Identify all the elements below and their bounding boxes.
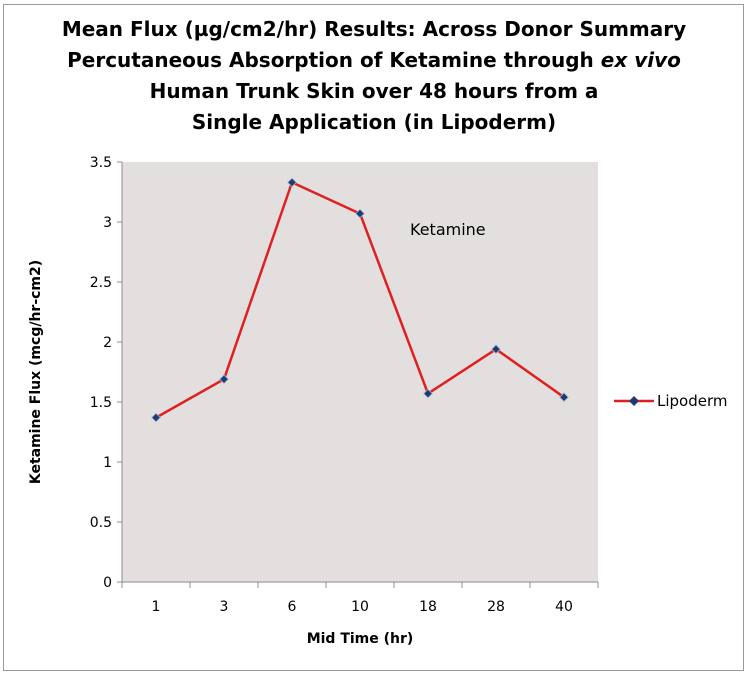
chart-title-line-3: Human Trunk Skin over 48 hours from a bbox=[149, 79, 599, 103]
x-tick-label: 6 bbox=[288, 599, 297, 615]
data-point bbox=[151, 412, 161, 423]
data-point bbox=[219, 374, 229, 385]
data-point bbox=[559, 392, 569, 403]
y-tick-label: 0 bbox=[103, 575, 112, 591]
legend: Lipoderm bbox=[614, 392, 728, 410]
chart-title-line-2-italic: ex vivo bbox=[600, 48, 681, 72]
y-tick-label: 3 bbox=[103, 215, 112, 231]
chart-title-line-2: Percutaneous Absorption of Ketamine thro… bbox=[0, 45, 748, 76]
series-group bbox=[151, 177, 569, 423]
y-tick-label: 3.5 bbox=[90, 155, 112, 171]
chart-title-line-1: Mean Flux (µg/cm2/hr) Results: Across Do… bbox=[61, 17, 687, 41]
x-tick-label: 40 bbox=[555, 599, 573, 615]
y-tick-label: 1.5 bbox=[90, 395, 112, 411]
annotation-ketamine: Ketamine bbox=[410, 220, 486, 239]
legend-label: Lipoderm bbox=[657, 392, 728, 410]
x-tick-label: 10 bbox=[351, 599, 369, 615]
x-tick-label: 3 bbox=[220, 599, 229, 615]
plot-area bbox=[122, 162, 598, 582]
y-tick-label: 2.5 bbox=[90, 275, 112, 291]
y-tick-label: 2 bbox=[103, 335, 112, 351]
y-tick-label: 1 bbox=[103, 455, 112, 471]
x-tick-label: 18 bbox=[419, 599, 437, 615]
y-tick-label: 0.5 bbox=[90, 515, 112, 531]
x-axis: 1 3 6 10 18 28 40 bbox=[121, 581, 599, 615]
y-axis: 0 0.5 1 1.5 2 2.5 3 3.5 bbox=[90, 155, 123, 591]
legend-marker bbox=[629, 396, 639, 406]
data-point bbox=[355, 208, 365, 219]
chart-title: Mean Flux (µg/cm2/hr) Results: Across Do… bbox=[0, 14, 748, 138]
data-point bbox=[423, 388, 433, 399]
data-point bbox=[491, 344, 501, 355]
chart-title-line-2-prefix: Percutaneous Absorption of Ketamine thro… bbox=[67, 48, 601, 72]
x-tick-label: 1 bbox=[152, 599, 161, 615]
x-tick-label: 28 bbox=[487, 599, 505, 615]
y-axis-title: Ketamine Flux (mcg/hr-cm2) bbox=[28, 260, 44, 484]
chart-title-line-4: Single Application (in Lipoderm) bbox=[191, 110, 557, 134]
x-axis-title: Mid Time (hr) bbox=[307, 631, 414, 647]
data-point bbox=[287, 177, 297, 188]
